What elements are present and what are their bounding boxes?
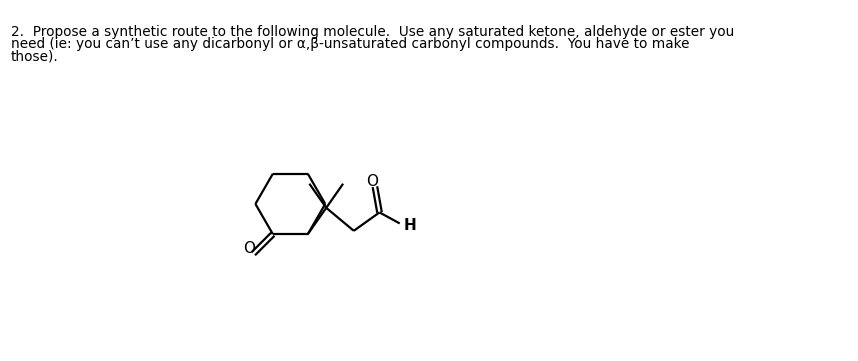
Text: O: O — [366, 174, 378, 189]
Text: need (ie: you can’t use any dicarbonyl or α,β-unsaturated carbonyl compounds.  Y: need (ie: you can’t use any dicarbonyl o… — [11, 37, 690, 51]
Text: H: H — [403, 218, 416, 233]
Text: O: O — [243, 241, 255, 256]
Text: 2.  Propose a synthetic route to the following molecule.  Use any saturated keto: 2. Propose a synthetic route to the foll… — [11, 25, 734, 39]
Text: those).: those). — [11, 49, 59, 64]
